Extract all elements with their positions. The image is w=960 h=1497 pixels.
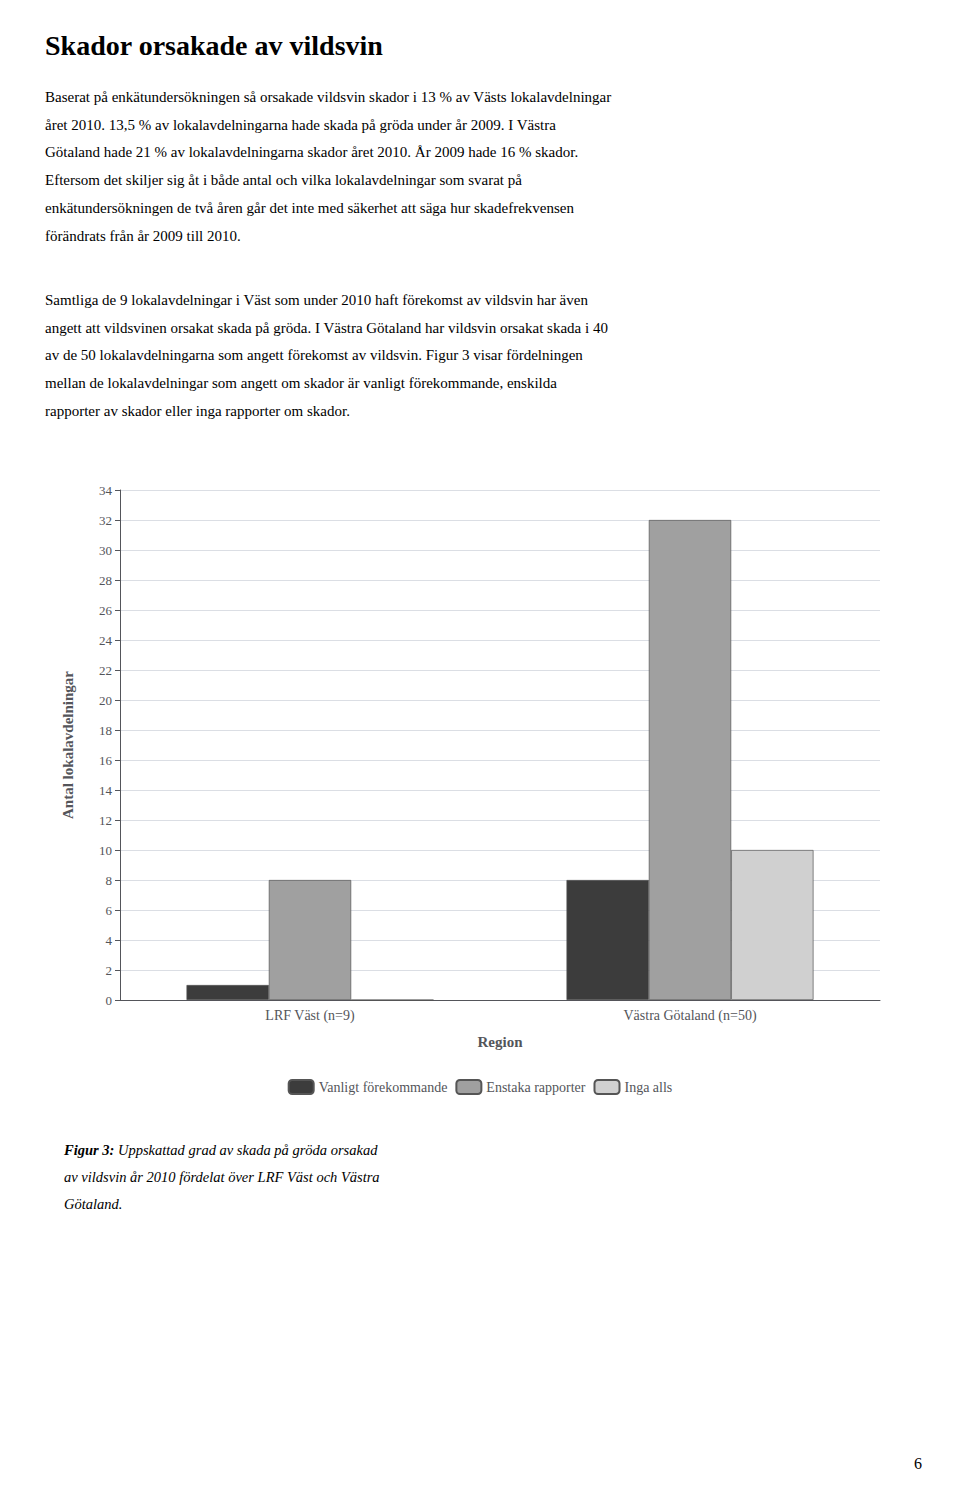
svg-text:2: 2 xyxy=(106,963,113,978)
svg-text:Region: Region xyxy=(478,1034,524,1050)
svg-text:32: 32 xyxy=(99,513,112,528)
html-text:angett att vildsvinen orsakat: angett att vildsvinen orsakat skada på g… xyxy=(45,319,608,336)
svg-text:Västra Götaland (n=50): Västra Götaland (n=50) xyxy=(623,1008,756,1024)
svg-text:16: 16 xyxy=(99,753,113,768)
svg-text:12: 12 xyxy=(99,813,112,828)
html-text:förändrats från år 2009 till 2: förändrats från år 2009 till 2010. xyxy=(45,227,241,244)
svg-text:28: 28 xyxy=(99,573,112,588)
svg-text:0: 0 xyxy=(106,993,113,1008)
svg-text:8: 8 xyxy=(106,873,113,888)
html-text:6: 6 xyxy=(914,1455,922,1472)
svg-text:4: 4 xyxy=(106,933,113,948)
svg-text:Inga alls: Inga alls xyxy=(624,1080,672,1095)
html-text:Götaland.: Götaland. xyxy=(64,1196,123,1212)
svg-text:14: 14 xyxy=(99,783,113,798)
html-text:av vildsvin år 2010 fördelat ö: av vildsvin år 2010 fördelat över LRF Vä… xyxy=(64,1169,380,1185)
svg-text:18: 18 xyxy=(99,723,112,738)
svg-text:6: 6 xyxy=(106,903,113,918)
svg-text:Antal lokalavdelningar: Antal lokalavdelningar xyxy=(60,671,76,819)
html-text:Samtliga de 9 lokalavdelningar: Samtliga de 9 lokalavdelningar i Väst so… xyxy=(45,292,588,308)
svg-text:22: 22 xyxy=(99,663,112,678)
html-text:Götaland hade 21 % av lokalavd: Götaland hade 21 % av lokalavdelningarna… xyxy=(45,144,579,161)
svg-text:10: 10 xyxy=(99,843,112,858)
html-text:enkätundersökningen de två åre: enkätundersökningen de två åren går det … xyxy=(45,199,574,216)
svg-text:34: 34 xyxy=(99,483,113,498)
html-text:rapporter av skador eller inga: rapporter av skador eller inga rapporter… xyxy=(45,402,350,419)
html-text:mellan de lokalavdelningar som: mellan de lokalavdelningar som angett om… xyxy=(45,375,557,392)
svg-text:26: 26 xyxy=(99,603,113,618)
html-text:Eftersom det skiljer sig åt i: Eftersom det skiljer sig åt i både antal… xyxy=(45,172,522,189)
html-text:Baserat på enkätundersökningen: Baserat på enkätundersökningen så orsaka… xyxy=(45,89,612,105)
html-text:året 2010. 13,5 % av lokalavde: året 2010. 13,5 % av lokalavdelningarna … xyxy=(45,116,556,133)
html-text:Figur 3: Uppskattad grad av sk: Figur 3: Uppskattad grad av skada på grö… xyxy=(64,1142,378,1158)
svg-text:30: 30 xyxy=(99,543,112,558)
html-text:av de 50 lokalavdelningarna so: av de 50 lokalavdelningarna som angett f… xyxy=(45,347,583,364)
html-text:Skador orsakade av vildsvin: Skador orsakade av vildsvin xyxy=(45,30,383,61)
svg-text:20: 20 xyxy=(99,693,112,708)
svg-text:Vanligt förekommande: Vanligt förekommande xyxy=(319,1080,448,1095)
svg-text:24: 24 xyxy=(99,633,113,648)
svg-text:Enstaka rapporter: Enstaka rapporter xyxy=(486,1080,585,1095)
svg-text:LRF Väst (n=9): LRF Väst (n=9) xyxy=(265,1008,355,1024)
